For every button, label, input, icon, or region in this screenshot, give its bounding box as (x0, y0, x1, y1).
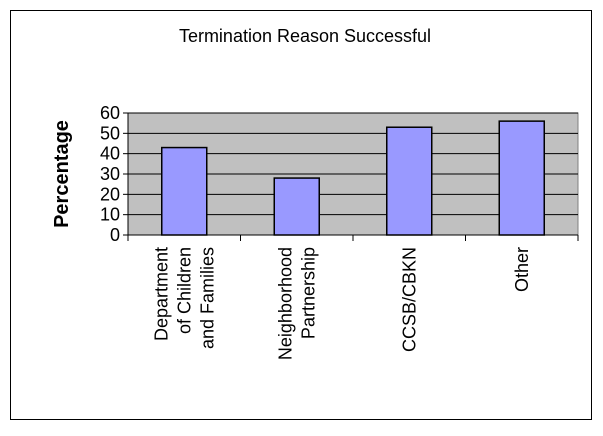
y-tick-label: 0 (110, 225, 120, 245)
x-tick-label: CCSB/CBKN (399, 247, 419, 352)
y-tick-label: 60 (100, 103, 120, 123)
bar (386, 126, 433, 236)
y-tick-label: 20 (100, 184, 120, 204)
x-tick-label: Department of Children and Families (151, 247, 217, 349)
bar (161, 146, 208, 236)
y-axis-label: Percentage (51, 120, 73, 228)
y-tick-label: 50 (100, 123, 120, 143)
y-tick-label: 30 (100, 164, 120, 184)
bar (273, 177, 320, 236)
chart-title: Termination Reason Successful (179, 26, 431, 46)
x-tick-label: Neighborhood Partnership (275, 247, 318, 360)
y-tick-label: 40 (100, 144, 120, 164)
bar (498, 120, 545, 236)
y-tick-label: 10 (100, 205, 120, 225)
x-tick-label: Other (512, 247, 532, 292)
